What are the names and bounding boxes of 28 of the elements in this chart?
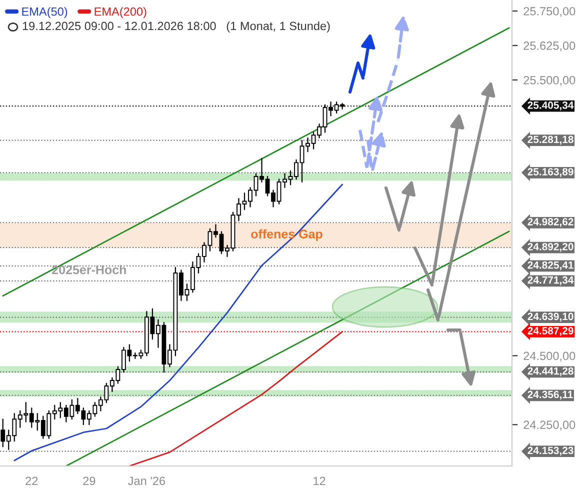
ref-line-label: 24.825,41 bbox=[528, 261, 574, 270]
ref-line-label: 24.982,62 bbox=[528, 218, 574, 227]
x-tick-label: 22 bbox=[26, 476, 38, 485]
ref-line-label: 25.281,18 bbox=[528, 136, 574, 145]
annotation: 2025er-Hoch bbox=[52, 265, 126, 274]
x-tick-label: Jan '26 bbox=[128, 476, 166, 486]
ref-line-label: 25.405,34 bbox=[528, 101, 574, 110]
ref-line-label: 24.892,20 bbox=[528, 242, 574, 252]
legend-label: EMA(200) bbox=[94, 7, 146, 18]
y-tick-label: 25.625,00 bbox=[524, 42, 576, 52]
ref-line-label: 24.639,10 bbox=[528, 312, 574, 322]
ref-line-label: 24.771,34 bbox=[528, 276, 574, 286]
x-tick-label: 12 bbox=[314, 476, 326, 485]
ref-line-label: 24.356,11 bbox=[528, 390, 573, 400]
y-tick-label: 25.750,00 bbox=[524, 7, 576, 17]
line-series bbox=[14, 184, 343, 462]
ref-line-label: 25.163,89 bbox=[528, 168, 574, 177]
y-tick-label: 25.500,00 bbox=[524, 76, 576, 86]
y-tick-label: 24.250,00 bbox=[524, 420, 576, 430]
band-label: offenes Gap bbox=[251, 229, 322, 241]
y-tick-label: 24.500,00 bbox=[524, 352, 576, 362]
x-tick-label: 29 bbox=[83, 476, 96, 486]
ref-line-label: 24.587,29 bbox=[528, 327, 574, 336]
text: 19.12.2025 09:00 - 12.01.2026 18:00 (1 Monat, 1 Stunde) bbox=[22, 22, 330, 32]
line-series bbox=[128, 331, 343, 466]
ref-line-label: 24.153,23 bbox=[528, 446, 574, 456]
legend-label: EMA(50) bbox=[22, 7, 68, 18]
ref-line-label: 24.441,28 bbox=[528, 367, 574, 376]
